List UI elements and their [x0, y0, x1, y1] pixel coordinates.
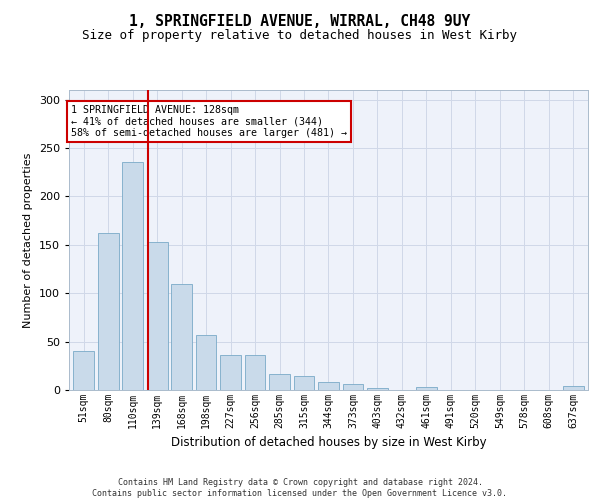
Bar	[98, 233, 119, 390]
Bar	[122, 162, 143, 390]
Text: 1, SPRINGFIELD AVENUE, WIRRAL, CH48 9UY: 1, SPRINGFIELD AVENUE, WIRRAL, CH48 9UY	[130, 14, 470, 29]
Bar	[318, 382, 339, 390]
Bar	[245, 355, 265, 390]
Bar	[220, 355, 241, 390]
Bar	[563, 386, 584, 390]
Bar	[367, 388, 388, 390]
Bar	[416, 387, 437, 390]
Bar	[73, 352, 94, 390]
Text: Contains HM Land Registry data © Crown copyright and database right 2024.
Contai: Contains HM Land Registry data © Crown c…	[92, 478, 508, 498]
Y-axis label: Number of detached properties: Number of detached properties	[23, 152, 33, 328]
Bar	[269, 374, 290, 390]
Bar	[147, 242, 167, 390]
Text: 1 SPRINGFIELD AVENUE: 128sqm
← 41% of detached houses are smaller (344)
58% of s: 1 SPRINGFIELD AVENUE: 128sqm ← 41% of de…	[71, 104, 347, 138]
Bar	[293, 376, 314, 390]
Text: Size of property relative to detached houses in West Kirby: Size of property relative to detached ho…	[83, 28, 517, 42]
Bar	[343, 384, 364, 390]
Bar	[196, 335, 217, 390]
Bar	[171, 284, 192, 390]
X-axis label: Distribution of detached houses by size in West Kirby: Distribution of detached houses by size …	[170, 436, 487, 450]
